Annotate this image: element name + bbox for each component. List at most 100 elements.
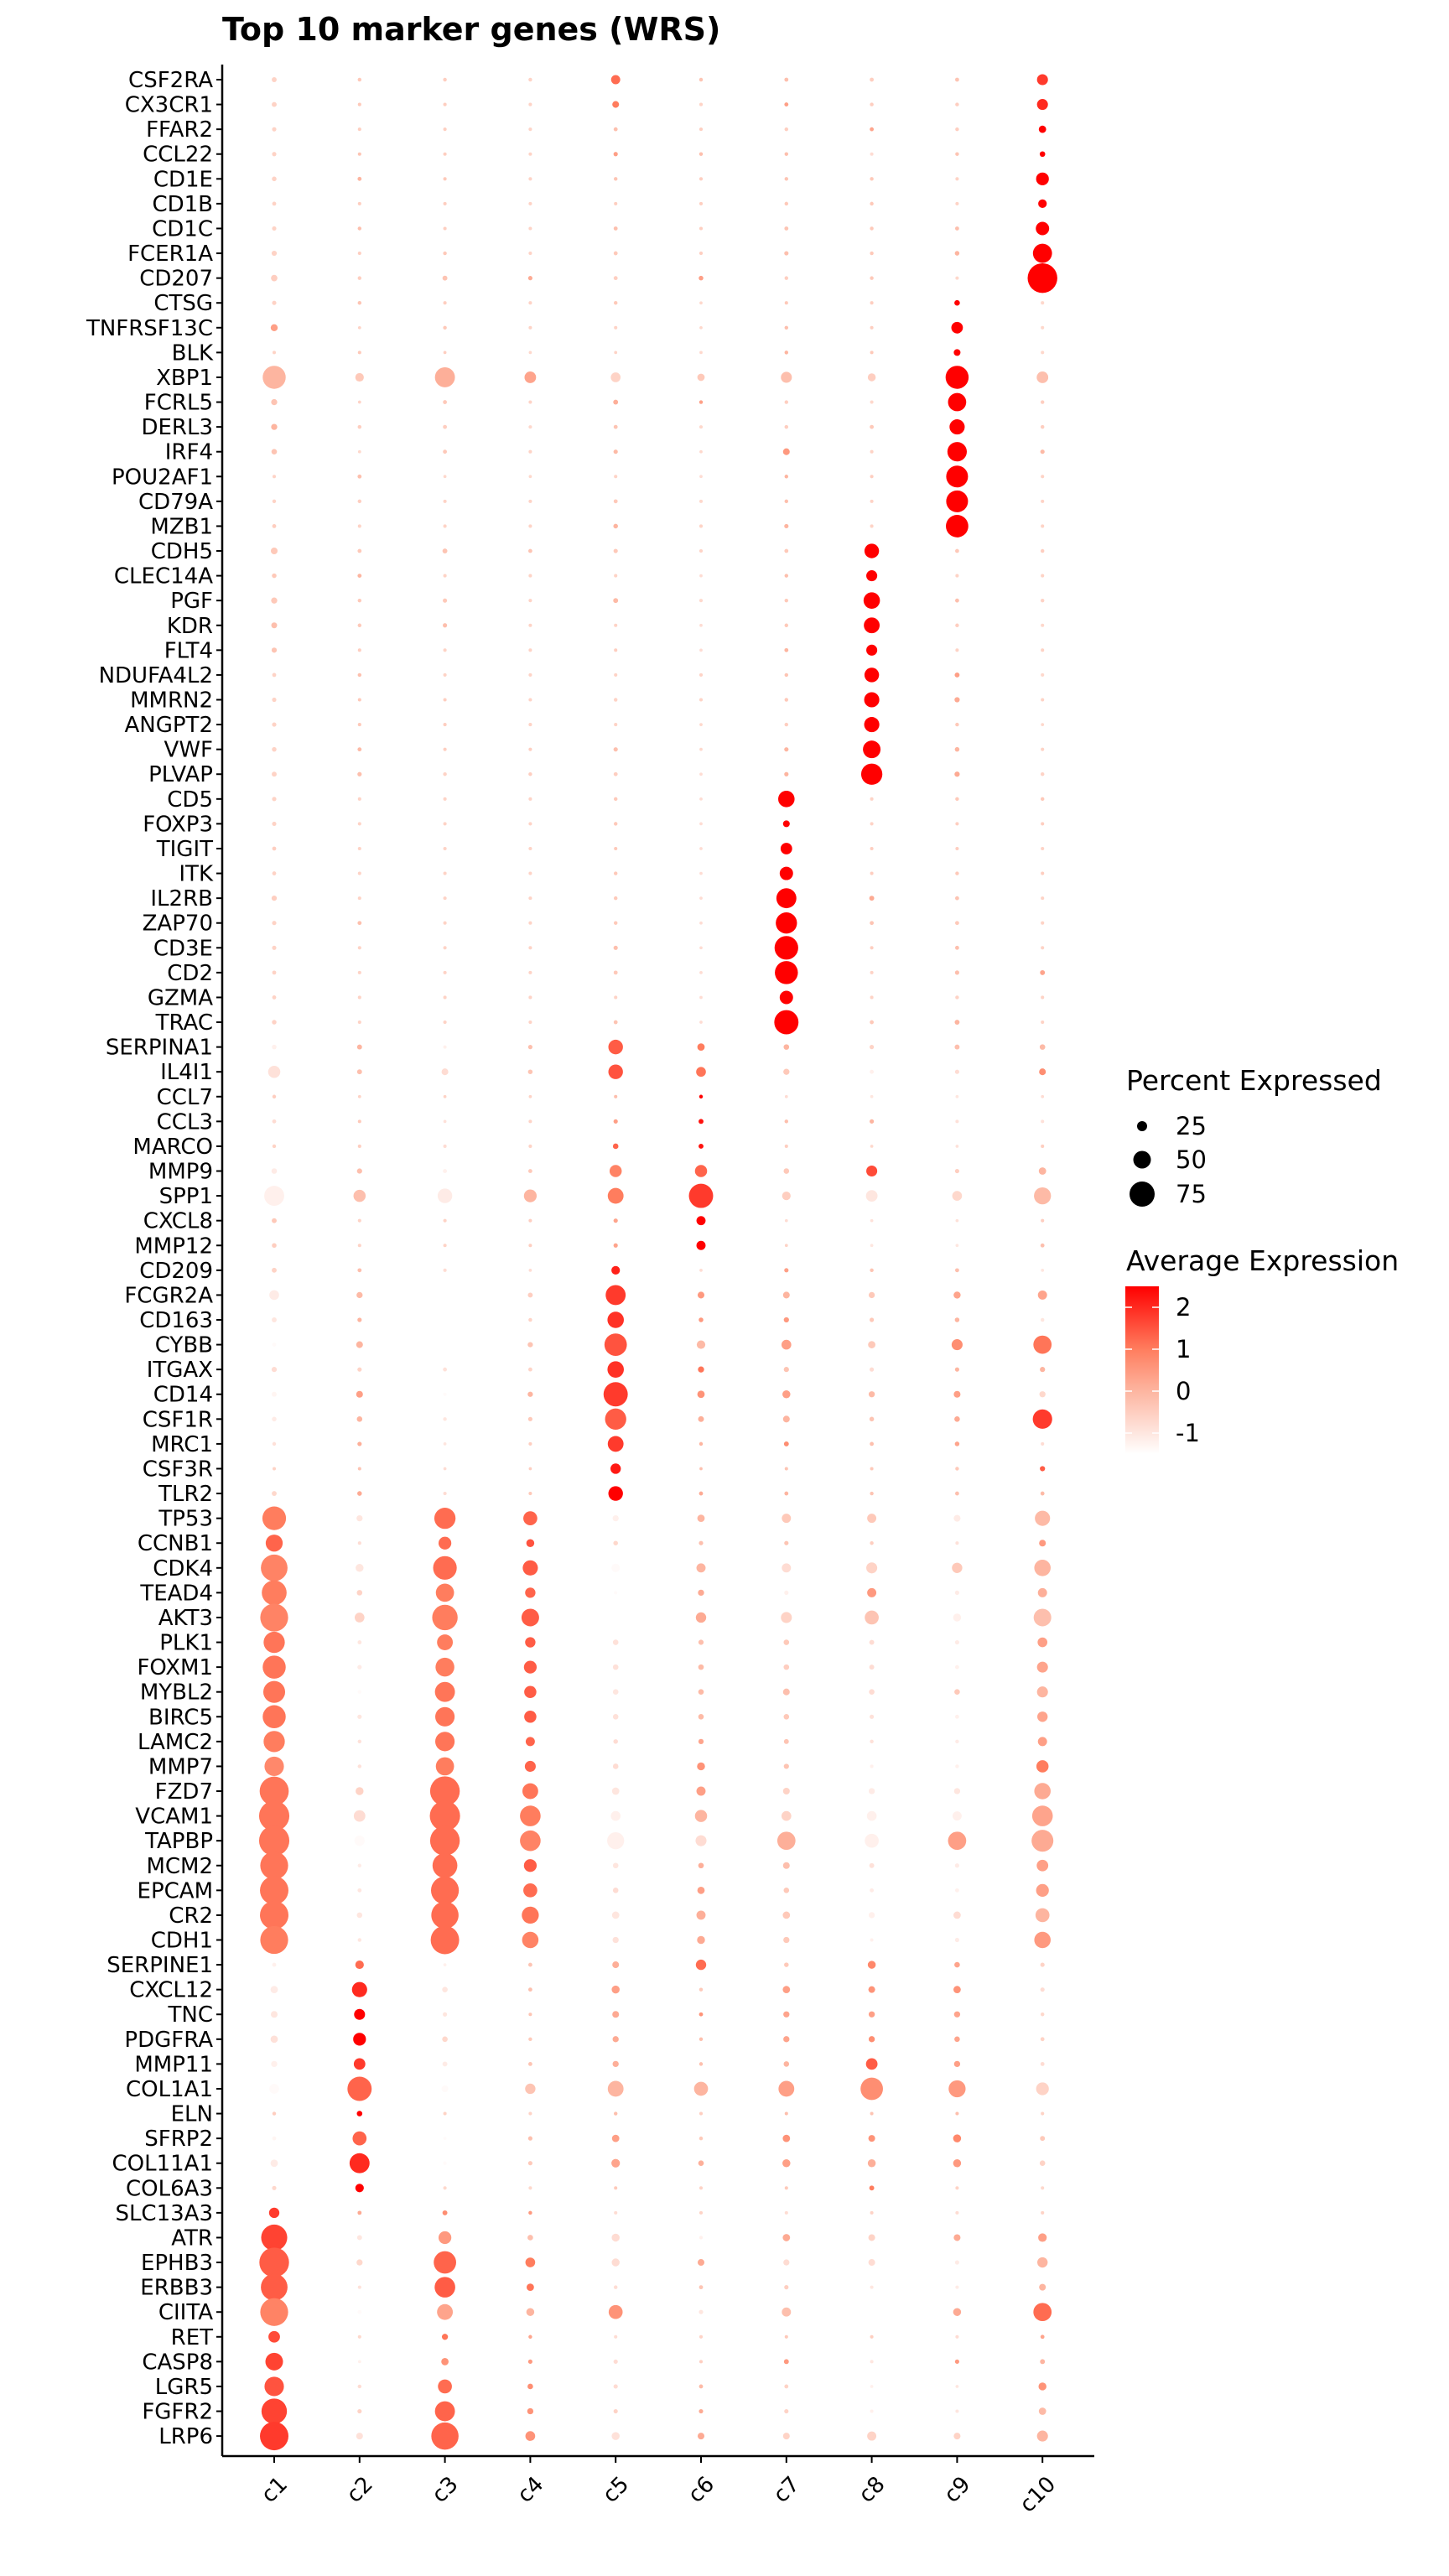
y-tick-label: PDGFRA (124, 2028, 213, 2053)
dot (870, 1045, 875, 1050)
dot (357, 673, 362, 678)
size-legend-dot (1133, 1150, 1151, 1169)
dot (443, 698, 447, 702)
dot (696, 1240, 706, 1250)
dot (699, 301, 703, 305)
dot (357, 77, 362, 82)
dot (699, 2037, 704, 2042)
dot (614, 648, 618, 652)
dot (699, 2210, 704, 2215)
dot (356, 2433, 363, 2440)
dot (527, 2161, 532, 2166)
y-tick-label: SLC13A3 (115, 2201, 213, 2226)
dot (697, 1514, 705, 1523)
y-tick-label: FCER1A (127, 242, 213, 267)
dot (527, 1342, 533, 1348)
dot (525, 1587, 536, 1598)
y-tick-label: FFAR2 (146, 117, 213, 143)
dot (1033, 2303, 1052, 2322)
dot (699, 1441, 704, 1446)
dot (784, 276, 789, 280)
dot (870, 177, 874, 181)
dot (261, 2273, 288, 2301)
dot (528, 252, 532, 256)
dot (1036, 1883, 1049, 1897)
dot (784, 548, 789, 553)
dot (699, 673, 704, 677)
dot (780, 843, 792, 854)
dot (870, 102, 874, 106)
dot (1041, 648, 1045, 652)
dot (528, 673, 532, 677)
dot (1040, 1243, 1045, 1248)
y-tick-label: CASP8 (142, 2350, 213, 2375)
dot (699, 102, 704, 106)
dot (272, 176, 277, 182)
dot (269, 2084, 279, 2094)
y-tick-label: FCRL5 (144, 391, 213, 416)
dot (694, 1165, 708, 1177)
dot (357, 1467, 361, 1471)
dot (955, 2334, 959, 2339)
dot (955, 945, 959, 950)
y-tick-label: COL11A1 (112, 2152, 213, 2177)
dot (443, 921, 447, 925)
y-tick-label: MCM2 (146, 1854, 213, 1879)
dot (443, 772, 447, 776)
dot (356, 1341, 363, 1348)
dot (782, 2433, 790, 2440)
dot (870, 226, 874, 231)
dot (955, 548, 959, 553)
dot (357, 152, 361, 156)
dot (784, 1268, 789, 1273)
dot (614, 846, 618, 851)
dot (272, 226, 277, 231)
dot (613, 251, 618, 256)
dot (697, 1762, 705, 1771)
dot (442, 275, 448, 281)
dot (272, 945, 277, 950)
dot (357, 1739, 362, 1744)
dot (520, 1805, 541, 1826)
dot (870, 351, 874, 355)
y-tick-label: ERBB3 (140, 2276, 213, 2301)
dot (784, 623, 789, 627)
dot (954, 1317, 960, 1322)
dot (953, 2433, 961, 2440)
dot (784, 499, 789, 504)
dot (1034, 1931, 1051, 1949)
dot (784, 177, 789, 181)
dot (870, 1714, 875, 1719)
dot (870, 276, 874, 280)
dot (357, 946, 361, 950)
dot (863, 592, 880, 609)
dot (260, 1900, 288, 1929)
dot (868, 2135, 875, 2142)
dot (954, 1961, 960, 1968)
dot (443, 77, 447, 82)
dot (697, 1886, 705, 1894)
dot (272, 821, 277, 826)
y-tick-label: CD79A (138, 490, 213, 515)
y-tick-label: POU2AF1 (112, 465, 213, 490)
dot (270, 548, 278, 555)
dot (870, 2360, 874, 2364)
dot (868, 1986, 875, 1993)
dot (1038, 2407, 1046, 2415)
dot (953, 2234, 961, 2241)
dot (1036, 1661, 1048, 1673)
dot (607, 1187, 624, 1204)
dot (265, 2352, 283, 2371)
dot (1033, 1608, 1052, 1627)
dot (271, 423, 278, 430)
dot (870, 499, 874, 503)
dot (259, 2247, 289, 2277)
dot (870, 1268, 874, 1273)
dot (528, 1169, 532, 1173)
colorbar-label: 2 (1176, 1293, 1191, 1322)
dot (870, 1094, 874, 1098)
y-tick-label: FZD7 (155, 1779, 213, 1805)
dot (443, 2186, 447, 2190)
dot (867, 1961, 876, 1969)
dot (607, 1832, 625, 1850)
